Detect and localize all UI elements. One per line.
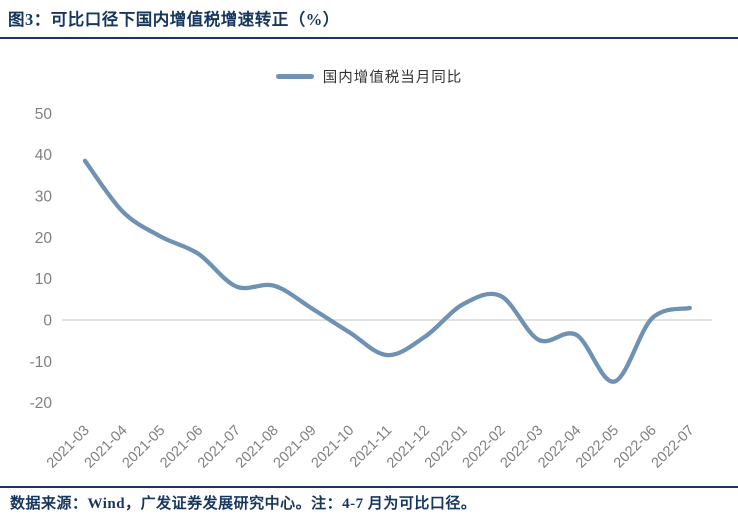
footer-divider xyxy=(0,486,738,488)
legend: 国内增值税当月同比 xyxy=(0,66,738,86)
y-tick-label: 50 xyxy=(35,106,53,123)
y-tick-label: 0 xyxy=(43,313,52,330)
vat-series-line xyxy=(82,158,692,384)
series-line-path xyxy=(82,158,692,384)
legend-line-swatch-icon xyxy=(275,73,314,79)
x-axis-labels: 2021-032021-042021-052021-062021-072021-… xyxy=(44,423,698,472)
legend-label: 国内增值税当月同比 xyxy=(322,69,463,86)
y-tick-label: 40 xyxy=(35,147,53,164)
y-tick-label: -10 xyxy=(30,354,53,371)
y-tick-label: 20 xyxy=(35,230,53,247)
source-note: 数据来源：Wind，广发证券发展研究中心。注：4-7 月为可比口径。 xyxy=(10,496,477,512)
y-tick-label: 10 xyxy=(35,271,53,288)
y-tick-label: -20 xyxy=(30,395,53,412)
x-tick-label: 2021-10 xyxy=(308,423,357,472)
figure-title: 图3：可比口径下国内增值税增速转正（%） xyxy=(8,10,340,29)
x-tick-label: 2022-07 xyxy=(649,423,698,472)
y-axis-labels: 50 40 30 20 10 0 -10 -20 xyxy=(30,106,53,412)
y-tick-label: 30 xyxy=(35,188,53,205)
title-divider xyxy=(0,37,738,39)
